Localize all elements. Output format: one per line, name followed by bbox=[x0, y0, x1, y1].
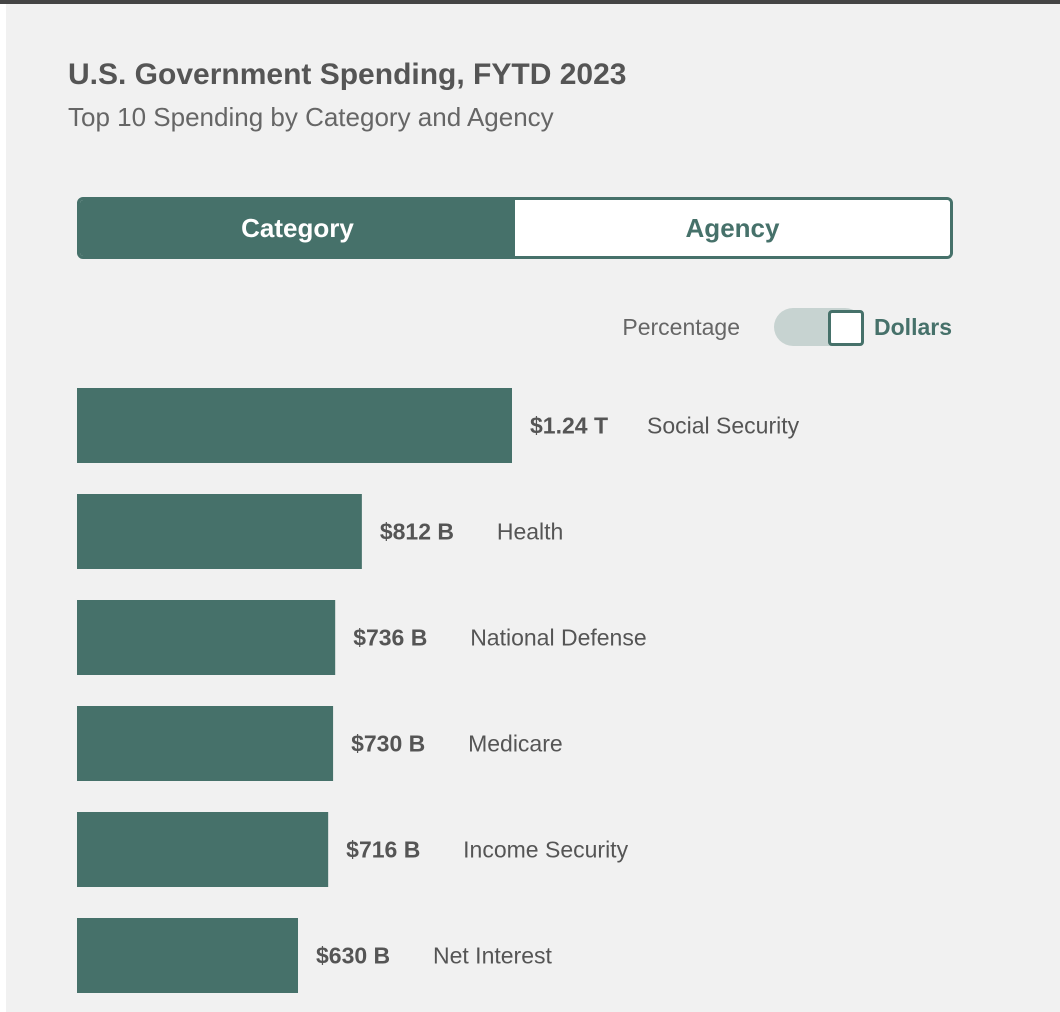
view-tabs: Category Agency bbox=[77, 197, 953, 259]
category-label-4: Income Security bbox=[463, 837, 628, 863]
category-label-2: National Defense bbox=[470, 625, 646, 651]
tab-agency[interactable]: Agency bbox=[515, 200, 950, 256]
bar-2[interactable] bbox=[77, 600, 336, 675]
value-label-3: $730 B bbox=[351, 731, 425, 757]
top-border bbox=[0, 0, 1060, 4]
chart-subtitle: Top 10 Spending by Category and Agency bbox=[68, 102, 554, 132]
value-label-2: $736 B bbox=[353, 625, 427, 651]
bar-3[interactable] bbox=[77, 706, 334, 781]
chart-title: U.S. Government Spending, FYTD 2023 bbox=[68, 58, 627, 91]
units-toggle-row: Percentage Dollars bbox=[622, 306, 952, 348]
category-label-0: Social Security bbox=[647, 413, 800, 439]
bar-5[interactable] bbox=[77, 918, 299, 993]
dollars-label[interactable]: Dollars bbox=[874, 313, 952, 340]
bar-4[interactable] bbox=[77, 812, 329, 887]
percentage-label[interactable]: Percentage bbox=[622, 313, 741, 340]
left-edge bbox=[0, 4, 6, 1012]
tab-category[interactable]: Category bbox=[80, 200, 515, 256]
bar-0[interactable] bbox=[77, 388, 512, 463]
value-label-4: $716 B bbox=[346, 837, 420, 863]
category-label-3: Medicare bbox=[468, 731, 563, 757]
toggle-knob[interactable] bbox=[828, 310, 865, 346]
category-label-5: Net Interest bbox=[433, 943, 552, 969]
units-toggle-switch[interactable] bbox=[774, 308, 865, 346]
value-label-5: $630 B bbox=[316, 943, 390, 969]
value-label-1: $812 B bbox=[380, 519, 454, 545]
value-label-0: $1.24 T bbox=[530, 413, 608, 439]
category-label-1: Health bbox=[497, 519, 563, 545]
bar-1[interactable] bbox=[77, 494, 362, 569]
